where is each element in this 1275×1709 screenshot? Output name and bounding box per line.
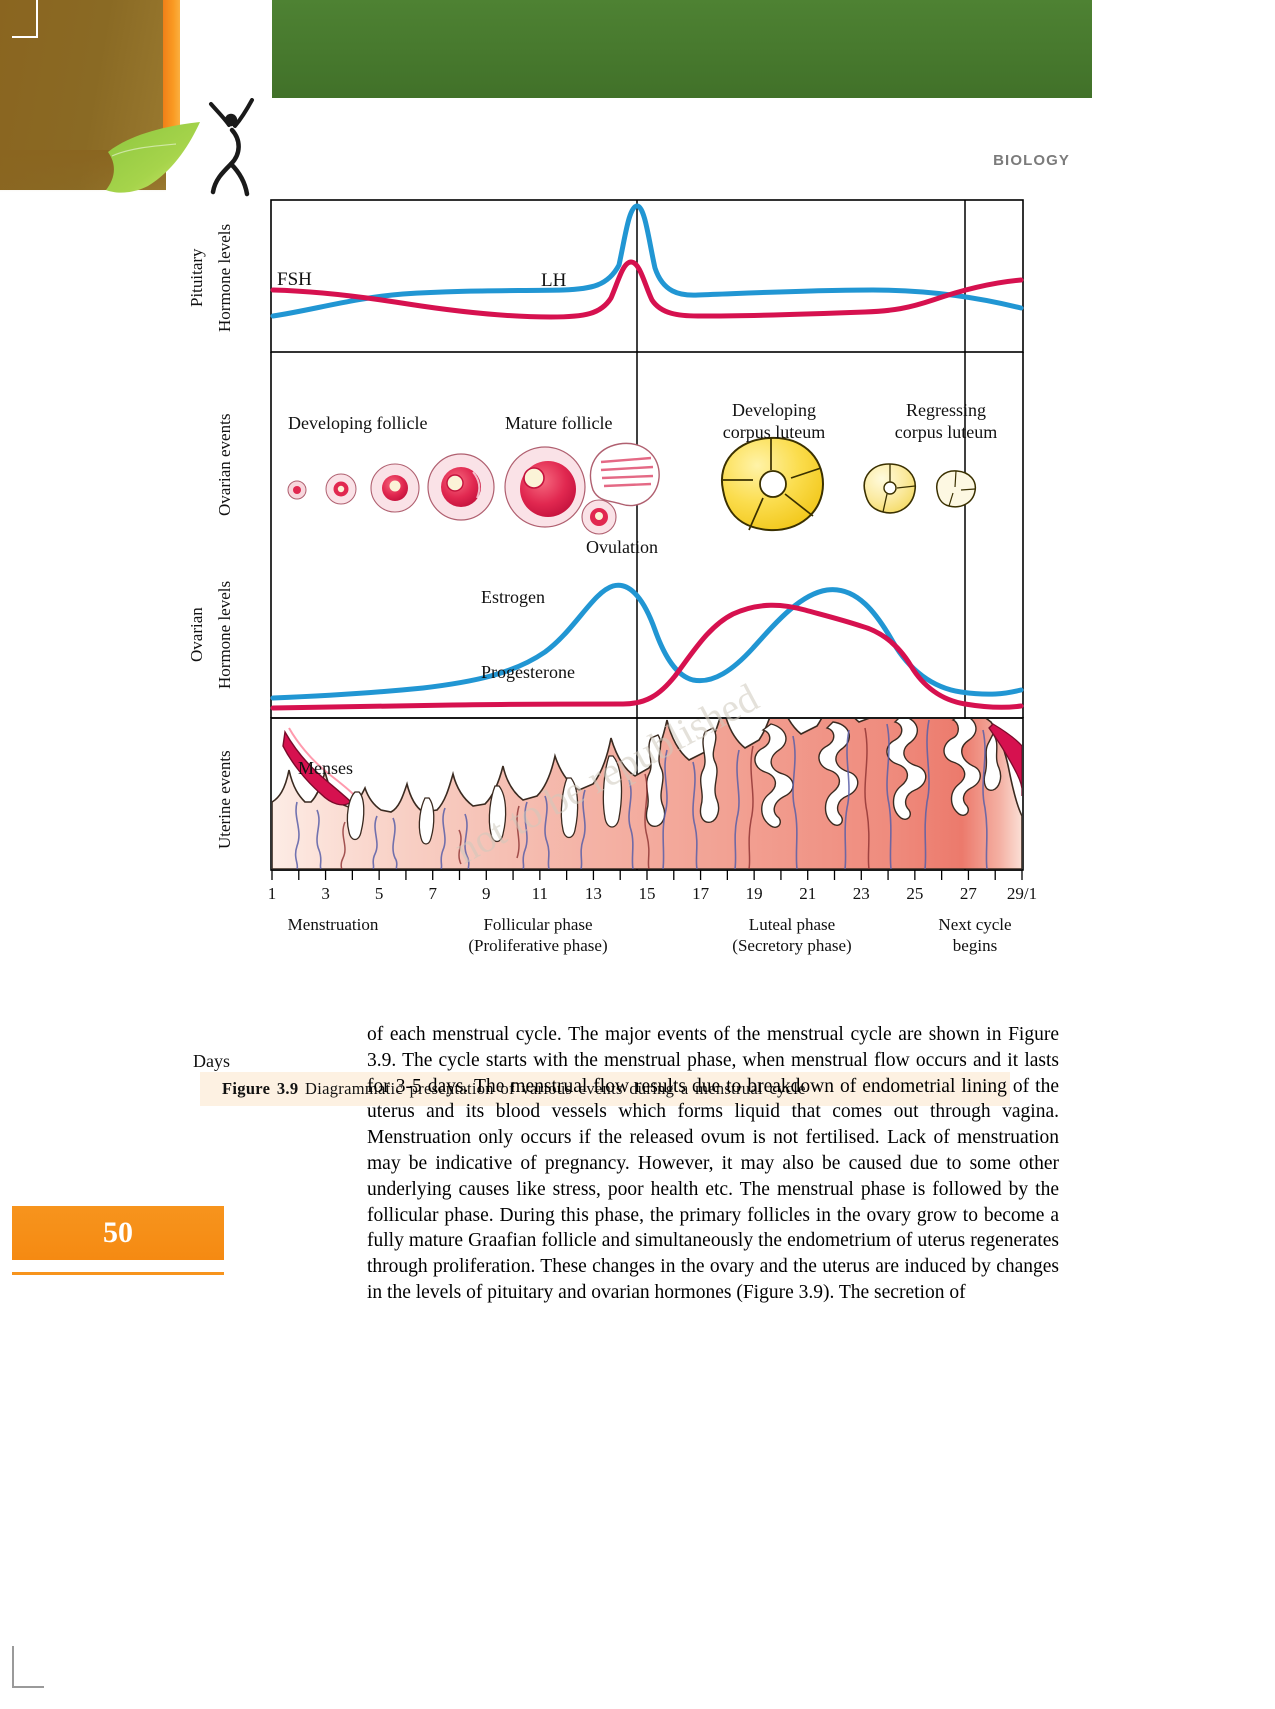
body-paragraph: of each menstrual cycle. The major event… (367, 1024, 1059, 1303)
day-tick-21: 21 (799, 884, 817, 903)
label-estrogen: Estrogen (481, 587, 545, 607)
axis-label-ovarian-events-text: Ovarian events (215, 413, 234, 517)
day-tick-15: 15 (638, 884, 656, 903)
label-menses: Menses (298, 758, 353, 778)
phase-luteal-line2: (Secretory phase) (732, 935, 852, 955)
axis-label-ovarian-line1: Ovarian (187, 607, 206, 663)
figure-caption: Figure 3.9 Diagrammatic presentation of … (200, 1072, 1010, 1106)
axis-label-uterine-events-text: Uterine events (215, 750, 234, 850)
phase-label-luteal: Luteal phase (Secretory phase) (732, 915, 851, 956)
ncert-logo-figure-icon (209, 98, 254, 197)
label-developing-corpus-luteum-line1: Developing (732, 400, 816, 420)
day-tick-3: 3 (321, 884, 330, 903)
phase-label-follicular: Follicular phase (Proliferative phase) (468, 915, 607, 956)
label-developing-corpus-luteum-line2: corpus luteum (722, 422, 826, 442)
axis-title-days: Days (193, 1051, 230, 1071)
day-tick-9: 9 (482, 884, 491, 903)
phase-label-menstruation: Menstruation (288, 915, 379, 936)
page-number: 50 (103, 1216, 133, 1249)
page-number-tab: 50 (12, 1206, 224, 1260)
day-tick-19: 19 (745, 884, 763, 903)
day-tick-5: 5 (374, 884, 384, 903)
axis-label-pituitary-hormone: Hormone levels (215, 223, 234, 333)
axis-label-pituitary-hormone-levels: Hormone levels (215, 198, 235, 358)
figure-caption-number: Figure 3.9 (222, 1079, 299, 1098)
day-tick-25: 25 (906, 884, 924, 903)
phase-label-next-cycle: Next cycle begins (938, 915, 1011, 956)
day-tick-29-1: 29/1 (1006, 884, 1038, 903)
phase-menstruation-line1: Menstruation (287, 915, 379, 934)
day-tick-1: 1 (267, 884, 277, 903)
running-head: BIOLOGY (993, 152, 1070, 169)
page-tab-rule (12, 1272, 224, 1275)
label-progesterone: Progesterone (481, 662, 575, 682)
day-tick-17: 17 (692, 884, 710, 903)
axis-label-pituitary-line1: Pituitary (187, 248, 206, 308)
body-column: of each menstrual cycle. The major event… (367, 1022, 1059, 1306)
label-regressing-corpus-luteum-line2: corpus luteum (894, 422, 998, 442)
label-developing-follicle: Developing follicle (288, 413, 428, 433)
corner-crop-mark (12, 0, 38, 38)
day-tick-27: 27 (959, 884, 977, 903)
day-tick-13: 13 (584, 884, 602, 903)
phase-luteal-line1: Luteal phase (748, 915, 836, 934)
green-header-bar (272, 0, 1092, 98)
phase-follicular-line2: (Proliferative phase) (468, 935, 608, 955)
orange-stripe-decoration (163, 0, 180, 152)
phase-follicular-line1: Follicular phase (483, 915, 593, 934)
label-mature-follicle: Mature follicle (505, 413, 613, 433)
menstrual-cycle-diagram (270, 199, 1024, 880)
day-tick-23: 23 (852, 884, 870, 903)
axis-label-ovarian-hormone: Hormone levels (215, 580, 234, 690)
figure-caption-text: Diagrammatic presentation of various eve… (305, 1079, 806, 1098)
phase-next-cycle-line1: Next cycle (938, 915, 1012, 934)
axis-label-pituitary: Pituitary (187, 208, 207, 348)
axis-label-ovarian: Ovarian (187, 570, 207, 700)
label-fsh: FSH (277, 269, 312, 290)
axis-label-ovarian-events: Ovarian events (215, 390, 235, 540)
day-tick-7: 7 (428, 884, 437, 903)
label-ovulation: Ovulation (586, 537, 658, 557)
axis-label-ovarian-hormone-levels: Hormone levels (215, 560, 235, 710)
label-regressing-corpus-luteum-line1: Regressing (906, 400, 986, 420)
phase-next-cycle-line2: begins (952, 935, 998, 955)
bottom-crop-mark (12, 1646, 44, 1688)
leaf-icon (106, 122, 200, 193)
axis-label-uterine-events: Uterine events (215, 730, 235, 870)
day-tick-11: 11 (531, 884, 549, 903)
label-lh: LH (541, 270, 567, 291)
figure-3-9: Pituitary Hormone levels Ovarian events … (187, 190, 1037, 1071)
